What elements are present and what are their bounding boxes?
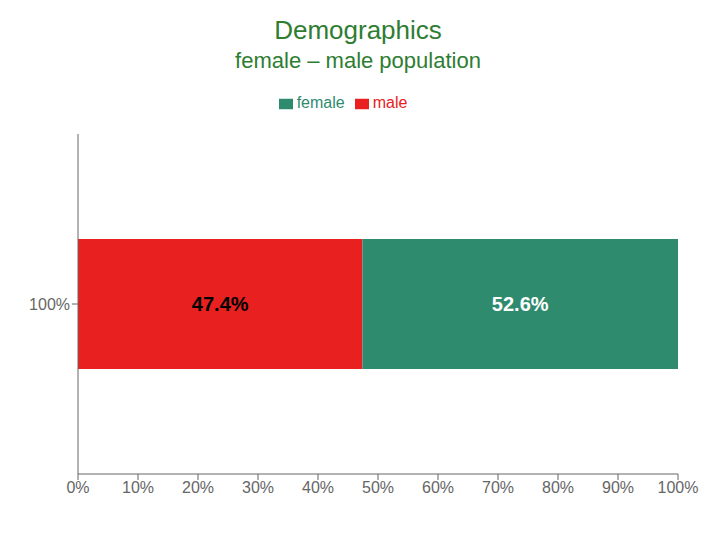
svg-text:20%: 20% [182,479,214,496]
html-text:male: male [372,94,408,111]
svg-text:60%: 60% [422,479,454,496]
svg-text:50%: 50% [362,479,394,496]
svg-text:70%: 70% [482,479,514,496]
svg-text:10%: 10% [122,479,154,496]
svg-text:0%: 0% [66,479,89,496]
svg-text:47.4%: 47.4% [192,293,249,315]
svg-text:30%: 30% [242,479,274,496]
svg-text:52.6%: 52.6% [492,293,549,315]
html-text:female – male population: female – male population [235,48,481,73]
html-text:Demographics: Demographics [274,15,442,45]
html-text:female: female [296,94,345,111]
svg-text:100%: 100% [29,296,70,313]
svg-text:90%: 90% [602,479,634,496]
svg-text:40%: 40% [302,479,334,496]
svg-text:100%: 100% [658,479,699,496]
svg-text:80%: 80% [542,479,574,496]
